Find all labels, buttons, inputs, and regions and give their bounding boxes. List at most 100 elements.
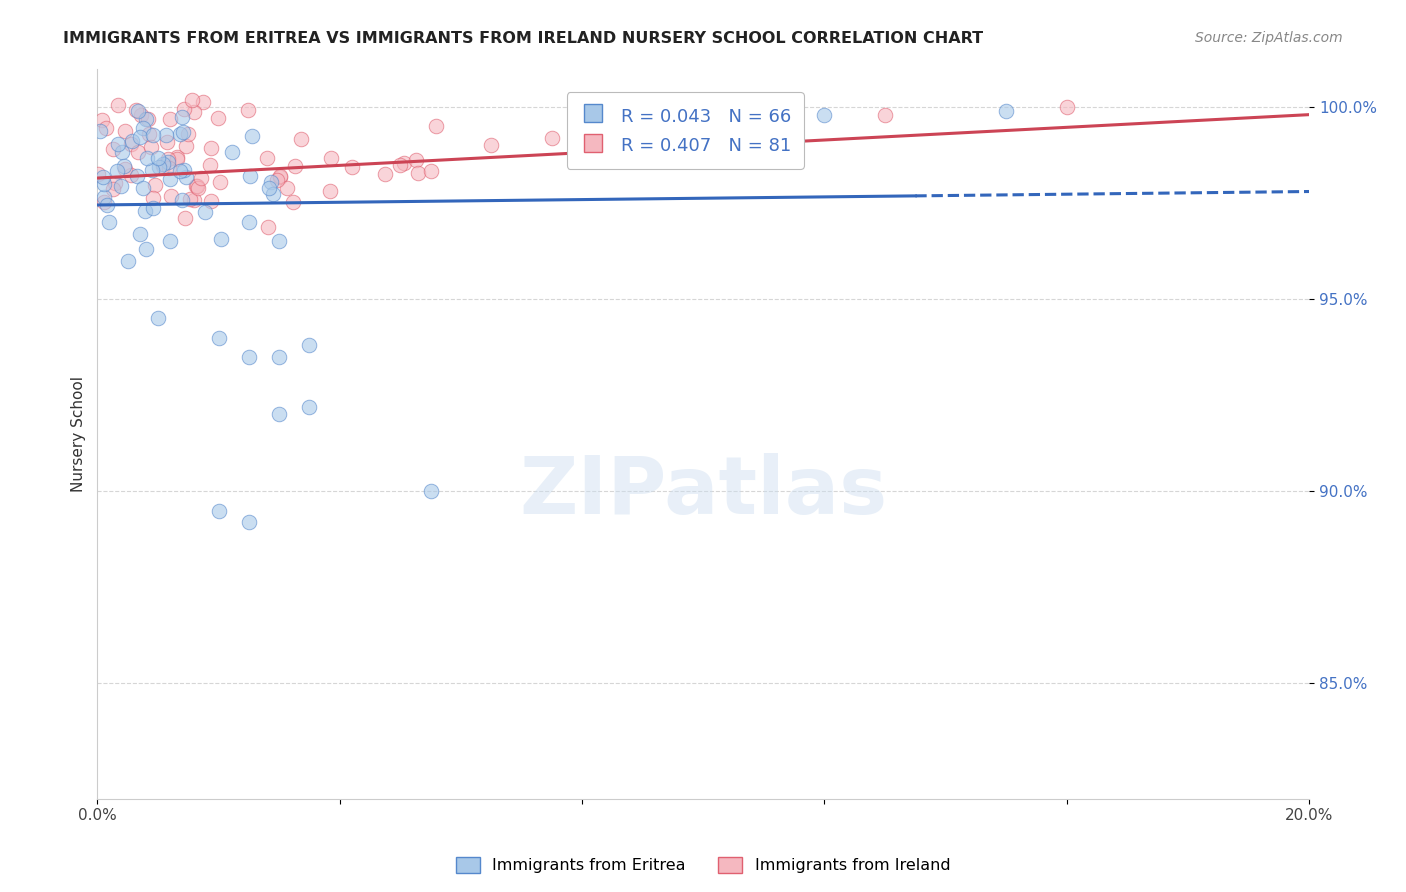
Point — [159, 171, 181, 186]
Point — [169, 164, 191, 178]
Point — [207, 503, 229, 517]
Point — [184, 178, 207, 193]
Point — [183, 105, 205, 120]
Point — [155, 128, 177, 142]
Point — [111, 145, 134, 159]
Point — [269, 350, 291, 364]
Point — [169, 127, 191, 141]
Point — [93, 190, 115, 204]
Point — [256, 220, 278, 235]
Text: IMMIGRANTS FROM ERITREA VS IMMIGRANTS FROM IRELAND NURSERY SCHOOL CORRELATION CH: IMMIGRANTS FROM ERITREA VS IMMIGRANTS FR… — [63, 31, 983, 46]
Point — [156, 152, 179, 166]
Point — [269, 408, 291, 422]
Point — [141, 140, 163, 154]
Point — [142, 128, 165, 142]
Point — [159, 235, 181, 249]
Point — [101, 142, 124, 156]
Point — [290, 132, 312, 146]
Point — [87, 167, 110, 181]
Point — [340, 160, 363, 174]
Point — [117, 253, 139, 268]
Point — [104, 176, 127, 190]
Point — [319, 151, 342, 165]
Point — [134, 203, 156, 218]
Point — [394, 156, 416, 170]
Point — [93, 169, 115, 184]
Point — [200, 158, 222, 172]
Point — [211, 231, 233, 245]
Point — [129, 227, 152, 241]
Point — [873, 108, 896, 122]
Point — [374, 168, 396, 182]
Point — [146, 311, 169, 326]
Point — [190, 171, 212, 186]
Y-axis label: Nursery School: Nursery School — [72, 376, 86, 491]
Point — [266, 173, 288, 187]
Point — [269, 170, 291, 185]
Point — [98, 215, 121, 229]
Point — [174, 139, 197, 153]
Point — [93, 177, 115, 191]
Point — [93, 195, 115, 210]
Point — [136, 151, 159, 165]
Point — [91, 113, 114, 128]
Point — [602, 119, 624, 133]
Point — [177, 127, 200, 141]
Point — [127, 103, 149, 118]
Point — [136, 112, 159, 127]
Point — [148, 160, 170, 174]
Point — [114, 161, 136, 176]
Point — [129, 108, 152, 122]
Point — [157, 154, 180, 169]
Point — [238, 350, 260, 364]
Point — [173, 162, 195, 177]
Point — [221, 145, 243, 159]
Point — [540, 130, 562, 145]
Point — [194, 205, 217, 219]
Legend: Immigrants from Eritrea, Immigrants from Ireland: Immigrants from Eritrea, Immigrants from… — [450, 850, 956, 880]
Point — [239, 169, 262, 184]
Point — [298, 338, 321, 352]
Point — [238, 515, 260, 529]
Point — [269, 169, 291, 184]
Point — [127, 169, 149, 184]
Point — [107, 98, 129, 112]
Point — [142, 191, 165, 205]
Point — [107, 137, 129, 152]
Point — [114, 124, 136, 138]
Point — [276, 181, 298, 195]
Point — [419, 484, 441, 499]
Point — [181, 93, 204, 107]
Point — [124, 103, 146, 118]
Point — [110, 179, 132, 194]
Point — [236, 103, 259, 117]
Point — [105, 164, 128, 178]
Point — [135, 112, 157, 127]
Point — [408, 166, 430, 180]
Point — [166, 150, 188, 164]
Point — [262, 186, 284, 201]
Point — [135, 242, 157, 256]
Point — [141, 163, 163, 178]
Point — [170, 111, 193, 125]
Point — [156, 135, 179, 149]
Point — [479, 138, 502, 153]
Point — [174, 170, 197, 185]
Point — [995, 103, 1018, 118]
Point — [120, 137, 142, 152]
Point — [200, 194, 222, 208]
Point — [112, 159, 135, 173]
Point — [143, 178, 166, 193]
Point — [813, 108, 835, 122]
Point — [425, 120, 447, 134]
Point — [240, 128, 263, 143]
Point — [103, 182, 125, 196]
Point — [405, 153, 427, 168]
Point — [172, 125, 194, 139]
Point — [208, 175, 231, 189]
Point — [207, 330, 229, 344]
Point — [166, 152, 188, 166]
Point — [127, 145, 149, 159]
Point — [752, 115, 775, 129]
Point — [121, 135, 143, 149]
